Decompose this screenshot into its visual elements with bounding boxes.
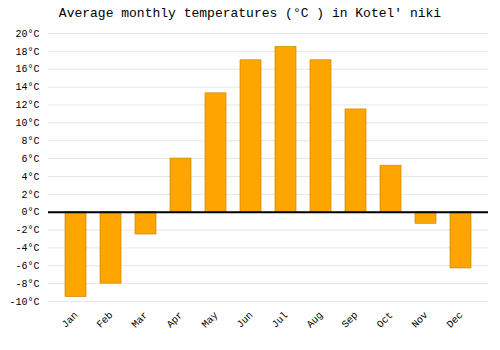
svg-text:Dec: Dec <box>445 310 466 331</box>
svg-text:4°C: 4°C <box>21 172 39 183</box>
svg-text:2°C: 2°C <box>21 190 39 201</box>
svg-text:Oct: Oct <box>375 310 396 331</box>
svg-text:Jun: Jun <box>235 310 256 331</box>
svg-text:-8°C: -8°C <box>15 279 39 290</box>
svg-text:Mar: Mar <box>130 310 151 331</box>
svg-text:Nov: Nov <box>410 310 431 331</box>
svg-text:-6°C: -6°C <box>15 261 39 272</box>
svg-text:-2°C: -2°C <box>15 225 39 236</box>
svg-text:0°C: 0°C <box>21 207 39 218</box>
html-text:Average monthly temperatures (: Average monthly temperatures (°C ) in Ko… <box>58 6 442 21</box>
svg-text:Jan: Jan <box>60 310 81 331</box>
svg-text:Feb: Feb <box>95 310 116 331</box>
svg-text:Jul: Jul <box>270 310 291 331</box>
svg-text:16°C: 16°C <box>15 64 39 75</box>
svg-text:18°C: 18°C <box>15 47 39 58</box>
svg-text:6°C: 6°C <box>21 154 39 165</box>
svg-text:8°C: 8°C <box>21 136 39 147</box>
svg-text:Sep: Sep <box>340 310 361 331</box>
svg-text:Apr: Apr <box>165 310 186 331</box>
svg-text:-10°C: -10°C <box>9 297 39 308</box>
svg-text:Aug: Aug <box>305 310 326 331</box>
svg-text:12°C: 12°C <box>15 100 39 111</box>
svg-text:May: May <box>200 310 221 331</box>
svg-text:-4°C: -4°C <box>15 243 39 254</box>
svg-text:10°C: 10°C <box>15 118 39 129</box>
svg-text:20°C: 20°C <box>15 29 39 40</box>
svg-text:14°C: 14°C <box>15 82 39 93</box>
